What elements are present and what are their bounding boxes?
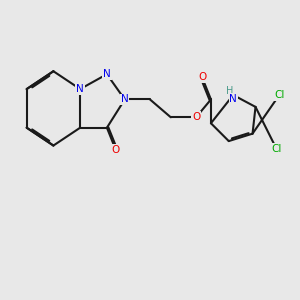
Text: N: N	[76, 84, 84, 94]
Text: O: O	[192, 112, 200, 122]
Text: N: N	[229, 94, 237, 103]
Text: O: O	[198, 72, 206, 82]
Text: Cl: Cl	[274, 90, 284, 100]
Text: N: N	[121, 94, 129, 104]
Text: H: H	[226, 85, 233, 96]
Text: N: N	[103, 69, 111, 79]
Text: Cl: Cl	[271, 143, 281, 154]
Text: O: O	[112, 145, 120, 155]
